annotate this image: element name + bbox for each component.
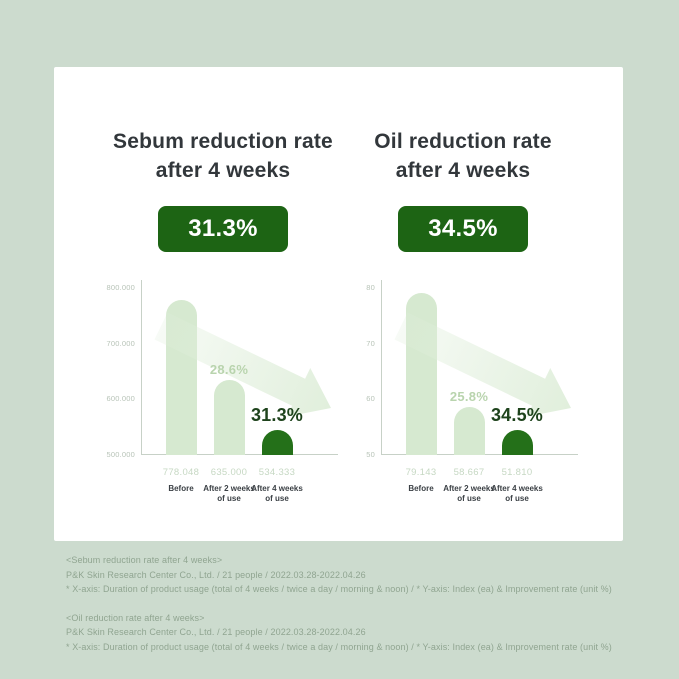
bar-value-label: 79.143	[405, 467, 437, 478]
oil-bar-chart: 80 70 60 50 25.8% 34.5% 79.143 Befo	[333, 277, 593, 517]
oil-chart-title: Oil reduction rate after 4 weeks	[333, 127, 593, 185]
improvement-label-final: 34.5%	[490, 405, 544, 425]
oil-footnote-heading: <Oil reduction rate after 4 weeks>	[66, 612, 205, 623]
footnotes: <Sebum reduction rate after 4 weeks> P&K…	[66, 553, 626, 668]
bar-after-4-weeks	[261, 430, 293, 455]
x-axis-label: After 2 weeks of use	[443, 484, 495, 503]
improvement-label-mid: 25.8%	[449, 388, 489, 404]
oil-title-line-1: Oil reduction rate	[374, 130, 552, 153]
x-axis-label: After 2 weeks of use	[203, 484, 255, 503]
oil-footnote: <Oil reduction rate after 4 weeks> P&K S…	[66, 611, 626, 655]
sebum-footnote-axes: * X-axis: Duration of product usage (tot…	[66, 584, 612, 594]
bar-value-label: 534.333	[258, 467, 296, 478]
y-axis-tick: 60	[366, 394, 375, 404]
y-axis-tick: 600.000	[106, 394, 135, 404]
sebum-title-line-1: Sebum reduction rate	[113, 130, 333, 153]
x-axis-label: After 4 weeks of use	[251, 484, 303, 503]
bar-value-label: 778.048	[162, 467, 200, 478]
y-axis-line	[141, 280, 142, 455]
bar-before	[405, 292, 437, 455]
y-axis-tick: 80	[366, 283, 375, 292]
sebum-footnote: <Sebum reduction rate after 4 weeks> P&K…	[66, 553, 626, 597]
plot-area: 28.6% 31.3%	[141, 280, 338, 455]
y-axis-line	[381, 280, 382, 455]
sebum-chart-title: Sebum reduction rate after 4 weeks	[93, 127, 353, 185]
results-card: Sebum reduction rate after 4 weeks 31.3%…	[54, 67, 623, 541]
y-axis-tick: 500.000	[106, 450, 135, 459]
improvement-label-mid: 28.6%	[209, 361, 249, 377]
bar-after-4-weeks	[501, 430, 533, 455]
improvement-label-final: 31.3%	[250, 405, 304, 425]
bar-before	[165, 300, 197, 455]
bar-value-label: 58.667	[453, 467, 485, 478]
sebum-bar-chart: 800.000 700.000 600.000 500.000 28.6% 31	[93, 277, 353, 517]
oil-column: Oil reduction rate after 4 weeks 34.5% 8…	[333, 67, 593, 541]
sebum-footnote-heading: <Sebum reduction rate after 4 weeks>	[66, 555, 223, 565]
sebum-footnote-source: P&K Skin Research Center Co., Ltd. / 21 …	[66, 569, 366, 580]
y-axis-tick: 700.000	[106, 338, 135, 348]
oil-title-line-2: after 4 weeks	[395, 159, 531, 182]
sebum-rate-badge: 31.3%	[158, 206, 288, 252]
plot-area: 25.8% 34.5%	[381, 280, 578, 455]
bar-value-label: 635.000	[210, 467, 248, 478]
y-axis-tick: 800.000	[106, 283, 135, 292]
x-axis-label: After 4 weeks of use	[491, 484, 543, 503]
y-axis-tick: 50	[366, 450, 375, 459]
oil-rate-badge: 34.5%	[398, 206, 528, 252]
oil-footnote-source: P&K Skin Research Center Co., Ltd. / 21 …	[66, 627, 366, 637]
sebum-column: Sebum reduction rate after 4 weeks 31.3%…	[93, 67, 353, 541]
x-axis-label: Before	[168, 484, 194, 493]
y-axis-tick: 70	[366, 338, 375, 348]
x-axis-label: Before	[408, 484, 434, 493]
bar-value-label: 51.810	[501, 467, 533, 478]
oil-footnote-axes: * X-axis: Duration of product usage (tot…	[66, 641, 612, 652]
sebum-title-line-2: after 4 weeks	[155, 159, 291, 182]
